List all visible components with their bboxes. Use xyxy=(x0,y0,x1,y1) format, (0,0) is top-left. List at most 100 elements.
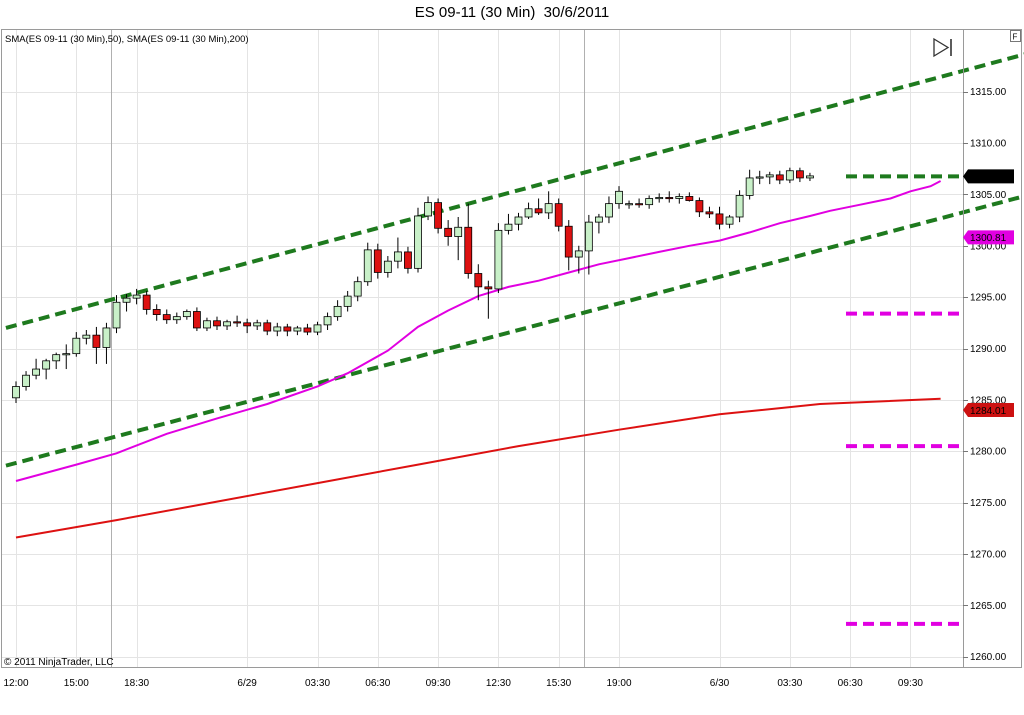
y-tick-label: 1295.00 xyxy=(970,293,1007,304)
candle xyxy=(82,330,91,345)
candle xyxy=(524,202,533,220)
candle xyxy=(283,323,292,337)
candle-body xyxy=(635,203,643,206)
y-tick-label: 1280.00 xyxy=(970,447,1007,458)
candle-body xyxy=(363,249,372,283)
candle-body xyxy=(72,337,81,355)
candle xyxy=(685,192,694,202)
candle xyxy=(32,358,40,380)
candle-body xyxy=(655,197,664,200)
candle-body xyxy=(534,208,543,214)
candle-body xyxy=(615,190,623,205)
x-tick-label: 09:30 xyxy=(426,678,451,689)
candle-body xyxy=(675,196,684,199)
x-tick-label: 06:30 xyxy=(838,678,863,689)
candle-body xyxy=(152,309,161,315)
candle xyxy=(243,318,252,334)
candle xyxy=(675,193,684,204)
candle-body xyxy=(353,281,362,297)
candle-body xyxy=(454,226,463,237)
y-tick-label: 1300.00 xyxy=(970,241,1007,252)
candle-body xyxy=(494,229,503,290)
sma-lines xyxy=(15,180,942,539)
candle-body xyxy=(92,334,101,348)
candle-body xyxy=(464,226,473,274)
candle-body xyxy=(605,203,613,218)
x-tick-label: 18:30 xyxy=(124,678,149,689)
candle-body xyxy=(132,294,141,299)
candle-body xyxy=(32,368,40,376)
candle xyxy=(554,198,563,232)
sma200-line xyxy=(15,397,941,539)
candle xyxy=(534,198,543,215)
candle-body xyxy=(806,175,814,179)
candle-body xyxy=(233,321,242,324)
candle xyxy=(464,203,473,279)
price-marker: 1300.81 xyxy=(963,230,1014,245)
candle xyxy=(765,171,774,185)
candle-body xyxy=(564,225,573,258)
candle xyxy=(42,358,51,380)
candle xyxy=(303,323,312,336)
candle xyxy=(645,195,654,209)
price-marker-label: 1300.81 xyxy=(970,233,1007,244)
candle-body xyxy=(785,170,794,181)
candle-body xyxy=(544,203,553,214)
panel-button[interactable]: F xyxy=(1010,30,1021,42)
plot-border xyxy=(1,29,964,668)
candle xyxy=(715,206,724,230)
candle xyxy=(514,212,523,231)
candle-body xyxy=(745,177,754,196)
candle-body xyxy=(293,327,302,332)
candle-body xyxy=(725,216,734,225)
candle xyxy=(233,315,242,327)
candle-body xyxy=(122,297,131,303)
candle xyxy=(424,196,432,221)
candle-body xyxy=(574,250,583,258)
candle xyxy=(223,319,231,331)
candle xyxy=(253,319,262,331)
y-axis: 1260.00 1265.00 1270.00 1275.00 1280.00 1285.… xyxy=(963,87,1007,663)
candle xyxy=(615,186,623,209)
indicator-label: SMA(ES 09-11 (30 Min),50), SMA(ES 09-11 … xyxy=(5,34,249,45)
candle-body xyxy=(243,322,252,327)
candle-body xyxy=(775,174,784,181)
candle-body xyxy=(303,327,312,333)
y-tick-label: 1260.00 xyxy=(970,652,1007,663)
candle xyxy=(564,220,573,271)
candle xyxy=(112,295,121,334)
candle-body xyxy=(102,327,111,348)
candle-body xyxy=(373,249,382,273)
candle xyxy=(333,300,342,321)
candle-body xyxy=(414,215,422,269)
x-tick-label: 12:00 xyxy=(3,678,28,689)
price-marker-box xyxy=(963,169,1014,184)
candle xyxy=(655,193,664,203)
candle xyxy=(213,316,221,331)
candle xyxy=(745,169,754,200)
candle-body xyxy=(484,286,493,290)
candle xyxy=(605,196,613,224)
price-marker: 1306.75 xyxy=(963,169,1014,184)
candle xyxy=(635,198,643,208)
candle xyxy=(293,325,302,336)
x-tick-label: 15:30 xyxy=(546,678,571,689)
x-tick-label: 15:00 xyxy=(64,678,89,689)
candle xyxy=(383,256,392,278)
candle xyxy=(725,214,734,229)
candle-body xyxy=(424,202,432,217)
skip-to-end-icon[interactable] xyxy=(928,36,958,60)
candle xyxy=(474,264,483,301)
candle-body xyxy=(685,196,694,201)
candle xyxy=(122,294,131,312)
candle-body xyxy=(253,322,262,327)
candle xyxy=(72,332,81,357)
candle xyxy=(695,197,704,217)
candle xyxy=(806,172,814,182)
candle-body xyxy=(283,326,292,332)
candle xyxy=(785,167,794,184)
candle-body xyxy=(313,324,322,333)
candle-body xyxy=(474,273,483,288)
x-tick-label: 6/30 xyxy=(710,678,730,689)
